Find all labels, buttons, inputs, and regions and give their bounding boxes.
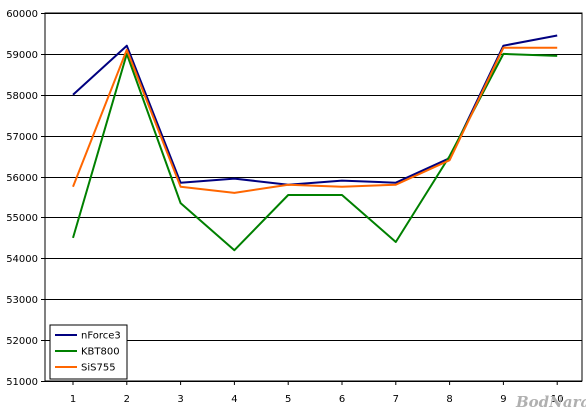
x-tick-label: 10	[551, 394, 564, 405]
legend: nForce3 KBT800 SiS755	[49, 324, 128, 380]
y-axis-ticks: 51000 52000 53000 54000 55000 56000 57000 58000…	[6, 9, 45, 388]
series-line-nforce3	[72, 34, 558, 186]
x-tick-label: 7	[393, 394, 399, 405]
x-tick-label: 9	[500, 394, 506, 405]
y-tick-label: 58000	[6, 91, 38, 102]
plot-area	[44, 12, 583, 382]
legend-label: KBT800	[81, 347, 120, 358]
legend-label: SiS755	[81, 363, 116, 374]
x-tick-label: 1	[70, 394, 76, 405]
x-tick-label: 2	[124, 394, 130, 405]
y-tick-label: 51000	[6, 377, 38, 388]
series-line-sis755	[72, 46, 558, 194]
legend-label: nForce3	[81, 331, 121, 342]
y-tick-label: 60000	[6, 9, 38, 20]
y-tick-label: 54000	[6, 254, 38, 265]
x-tick-label: 6	[339, 394, 345, 405]
y-tick-label: 56000	[6, 173, 38, 184]
series-lines	[72, 34, 558, 252]
y-tick-label: 52000	[6, 336, 38, 347]
y-tick-label: 55000	[6, 213, 38, 224]
x-tick-label: 3	[177, 394, 183, 405]
x-axis-ticks: 1 2 3 4 5 6 7 8 9 10	[70, 381, 564, 405]
x-tick-label: 8	[446, 394, 452, 405]
x-tick-label: 5	[285, 394, 291, 405]
y-tick-label: 57000	[6, 132, 38, 143]
watermark-logo: BodNara	[515, 393, 586, 411]
y-tick-label: 59000	[6, 50, 38, 61]
x-tick-label: 4	[231, 394, 237, 405]
y-tick-label: 53000	[6, 295, 38, 306]
